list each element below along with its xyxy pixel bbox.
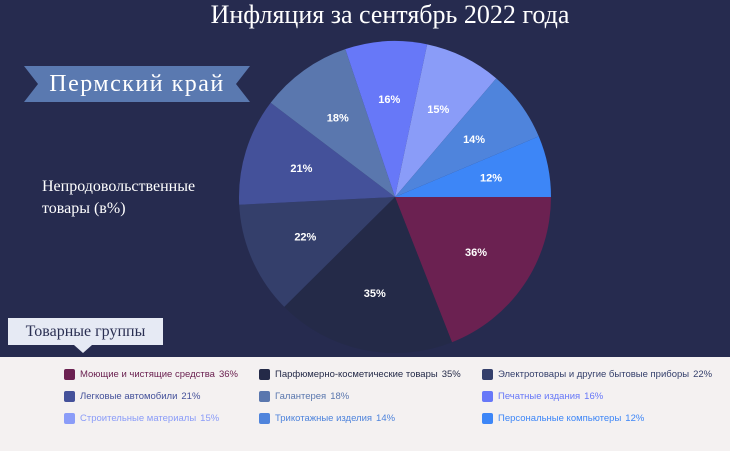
legend-item: Трикотажные изделия 14%: [259, 411, 395, 426]
slice-value-label: 14%: [463, 134, 485, 146]
region-label: Пермский край: [49, 71, 225, 97]
legend-label: Парфюмерно-косметические товары: [275, 369, 438, 380]
legend-value: 12%: [625, 413, 645, 424]
pie-svg: 36% 35% 22% 21% 18% 16% 15% 14% 12%: [238, 41, 551, 354]
legend-value: 35%: [441, 369, 461, 380]
legend-swatch: [482, 391, 493, 402]
slice-value-label: 22%: [294, 232, 316, 244]
legend-value: 21%: [181, 391, 201, 402]
legend-label: Электротовары и другие бытовые приборы: [498, 369, 690, 380]
legend-value: 22%: [693, 369, 713, 380]
pie-slice: [270, 49, 395, 198]
region-ribbon: Пермский край: [24, 66, 250, 102]
legend-swatch: [482, 413, 493, 424]
legend-swatch: [482, 369, 493, 380]
legend-swatch: [64, 369, 75, 380]
ribbon-shape: [24, 66, 250, 102]
chart-title: Инфляция за сентябрь 2022 года: [210, 0, 570, 29]
pie-slice: [395, 44, 497, 197]
legend-label: Галантерея: [275, 391, 327, 402]
groups-label-pointer: [74, 345, 92, 353]
pie-slice: [284, 197, 452, 354]
legend-label: Трикотажные изделия: [275, 413, 373, 424]
legend-swatch: [259, 369, 270, 380]
pie-slice: [239, 197, 395, 307]
legend-item: Электротовары и другие бытовые приборы 22…: [482, 367, 712, 382]
pie-slice: [238, 102, 395, 205]
legend-value: 14%: [376, 413, 396, 424]
slice-value-label: 35%: [364, 288, 386, 300]
legend-swatch: [64, 391, 75, 402]
chart-legend: Моющие и чистящие средства 36% Парфюмерно-…: [64, 367, 730, 433]
pie-slice: [395, 136, 551, 197]
legend-item: Персональные компьютеры 12%: [482, 411, 644, 426]
legend-item: Парфюмерно-косметические товары 35%: [259, 367, 461, 382]
legend-value: 16%: [584, 391, 604, 402]
pie-slice: [395, 78, 539, 197]
legend-item: Легковые автомобили 21%: [64, 389, 200, 404]
groups-label: Товарные группы: [25, 323, 146, 340]
slice-value-label: 12%: [480, 173, 502, 185]
chart-subtitle: Непродовольственные товары (в%): [42, 178, 196, 217]
legend-label: Персональные компьютеры: [498, 413, 622, 424]
legend-item: Строительные материалы 15%: [64, 411, 219, 426]
legend-label: Легковые автомобили: [80, 391, 178, 402]
slice-value-label: 16%: [378, 94, 400, 106]
legend-value: 36%: [218, 369, 238, 380]
legend-value: 18%: [330, 391, 350, 402]
groups-label-box: [8, 318, 163, 345]
slice-value-label: 21%: [290, 163, 312, 175]
legend-label: Печатные издания: [498, 391, 581, 402]
legend-swatch: [259, 413, 270, 424]
legend-swatch: [64, 413, 75, 424]
legend-item: Моющие и чистящие средства 36%: [64, 367, 238, 382]
legend-swatch: [259, 391, 270, 402]
slice-value-label: 15%: [427, 104, 449, 116]
legend-background: [0, 357, 730, 451]
pie-chart: 36% 35% 22% 21% 18% 16% 15% 14% 12%: [238, 41, 551, 354]
pie-slice: [395, 197, 551, 343]
slice-value-label: 36%: [465, 247, 487, 259]
pie-slice: [345, 41, 428, 198]
slice-value-label: 18%: [327, 112, 349, 124]
legend-item: Галантерея 18%: [259, 389, 349, 404]
legend-label: Моющие и чистящие средства: [80, 369, 215, 380]
legend-value: 15%: [200, 413, 220, 424]
legend-label: Строительные материалы: [80, 413, 197, 424]
legend-item: Печатные издания 16%: [482, 389, 603, 404]
